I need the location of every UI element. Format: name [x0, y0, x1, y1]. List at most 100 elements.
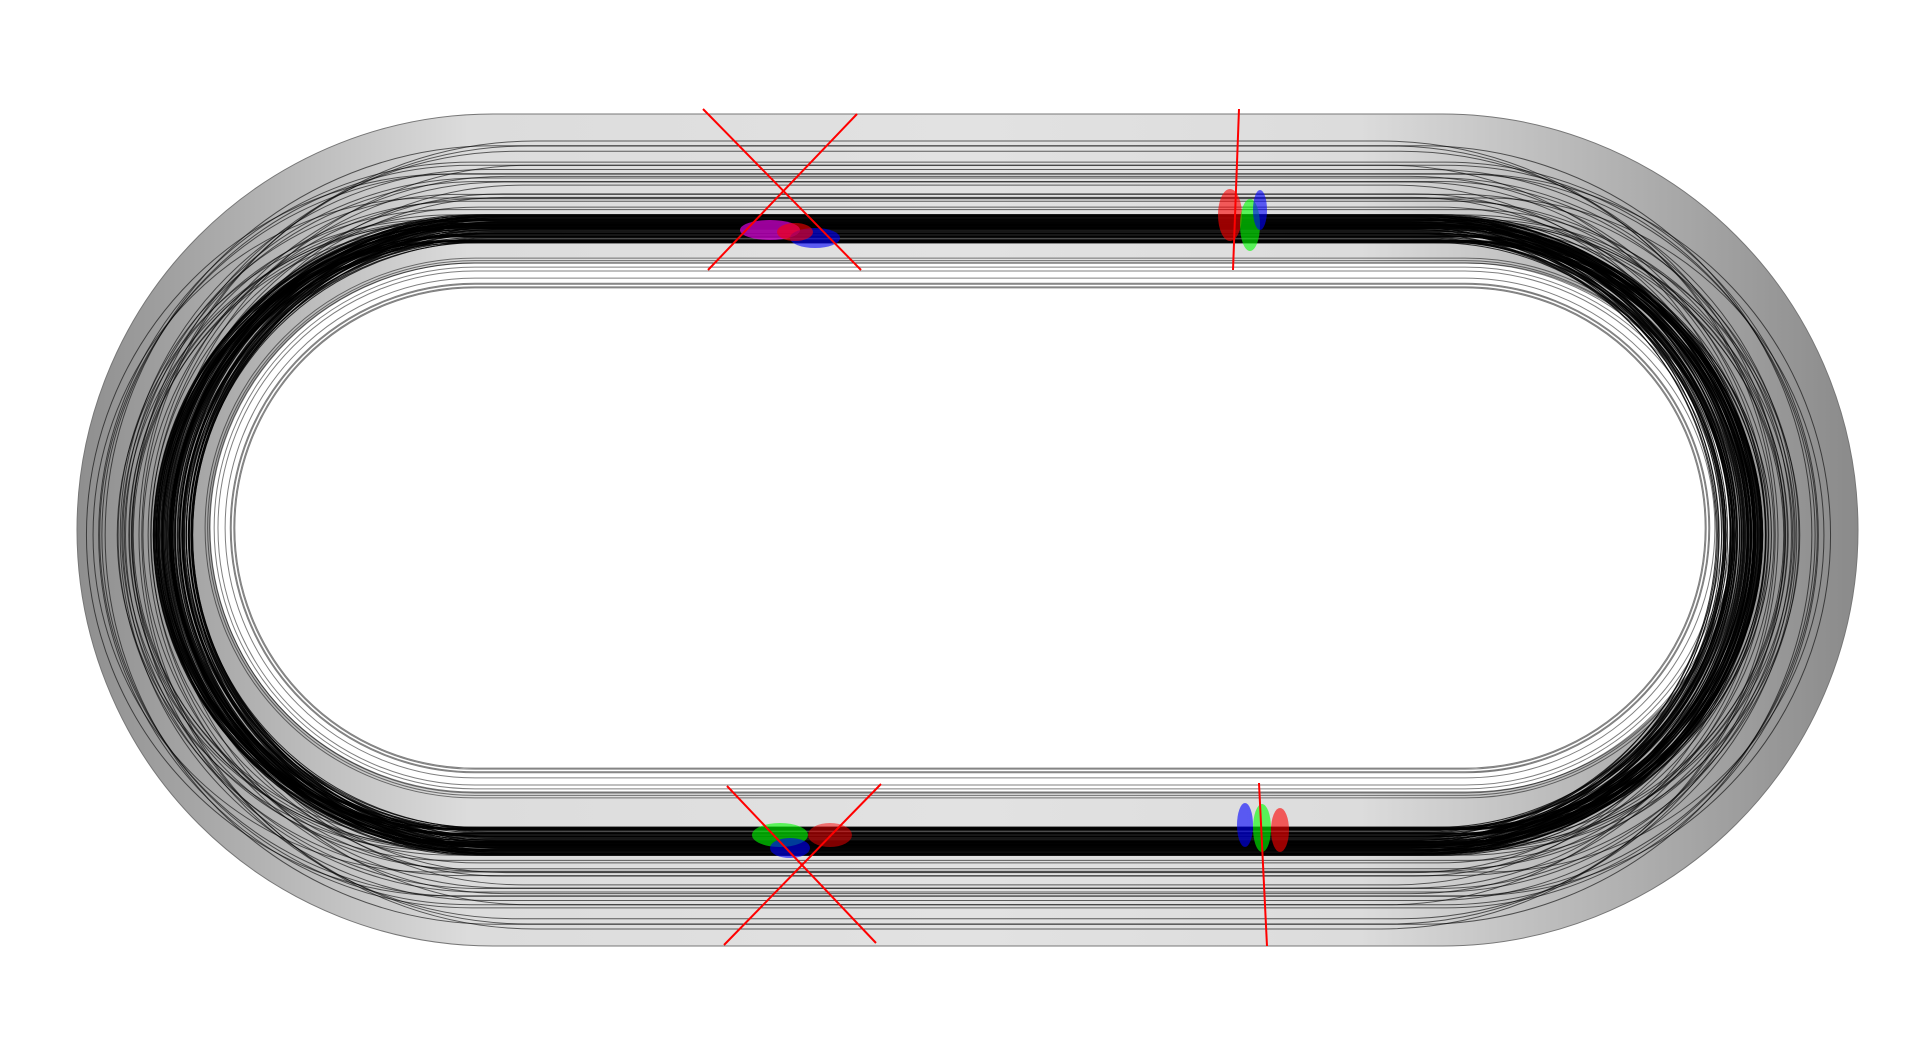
- trajectory: [165, 214, 1743, 856]
- trajectory: [169, 228, 1752, 842]
- trajectory: [182, 236, 1735, 834]
- trajectory: [192, 232, 1732, 838]
- trajectory: [178, 239, 1733, 831]
- trajectory: [156, 227, 1759, 843]
- trajectory: [190, 237, 1725, 833]
- trajectory: [176, 225, 1746, 845]
- trajectory: [119, 169, 1798, 901]
- trajectory: [150, 181, 1767, 889]
- marker-blob: [1253, 190, 1267, 230]
- marker-blob: [1218, 189, 1242, 241]
- trajectory: [154, 224, 1762, 846]
- trajectory: [170, 215, 1757, 855]
- trajectory: [174, 228, 1736, 842]
- trajectory: [154, 241, 1772, 829]
- trajectory: [163, 236, 1761, 834]
- trajectory: [122, 177, 1795, 893]
- trajectory: [161, 235, 1752, 835]
- trajectory: [170, 224, 1748, 846]
- trajectory: [229, 282, 1711, 774]
- trajectory: [190, 228, 1717, 842]
- trajectory: [170, 242, 1754, 828]
- trajectory: [166, 220, 1756, 850]
- trajectory: [179, 218, 1732, 852]
- trajectory: [104, 145, 1813, 925]
- trajectory: [172, 184, 1745, 886]
- trajectory: [121, 209, 1796, 861]
- trajectory: [182, 232, 1736, 838]
- trajectory: [190, 223, 1726, 847]
- trajectory: [117, 193, 1800, 877]
- gate-line: [1232, 108, 1240, 271]
- trajectory: [161, 222, 1762, 848]
- trajectory: [168, 219, 1753, 851]
- trajectory: [217, 270, 1723, 786]
- marker-blob: [1271, 808, 1289, 852]
- trajectory: [152, 236, 1764, 834]
- gates: [702, 108, 1268, 947]
- trajectory: [157, 240, 1763, 830]
- trajectory: [128, 220, 1789, 850]
- trajectory: [181, 221, 1745, 849]
- trajectory: [162, 225, 1755, 845]
- trajectory: [155, 241, 1757, 829]
- trajectory: [191, 226, 1720, 844]
- trajectory: [157, 226, 1769, 844]
- trajectory: [141, 140, 1776, 930]
- trajectory: [170, 216, 1757, 854]
- trajectory: [153, 223, 1761, 847]
- trajectory: [129, 200, 1788, 870]
- trajectory: [188, 216, 1727, 854]
- trajectory: [160, 164, 1757, 906]
- marker-blob: [770, 838, 810, 858]
- trajectory: [213, 266, 1727, 790]
- trajectory: [142, 198, 1775, 872]
- trajectory: [192, 233, 1718, 837]
- trajectory: [179, 221, 1732, 849]
- trajectory: [152, 224, 1766, 846]
- trajectory: [162, 226, 1755, 844]
- trajectory: [132, 220, 1785, 850]
- trajectory: [168, 233, 1751, 837]
- trajectory: [185, 238, 1725, 832]
- trajectory: [188, 229, 1727, 841]
- trajectory: [174, 233, 1741, 837]
- trajectory: [158, 241, 1761, 829]
- marker-blob: [1237, 803, 1253, 847]
- trajectory: [161, 225, 1747, 845]
- marker-blob: [777, 223, 813, 241]
- gate-line: [707, 113, 858, 271]
- trajectory: [170, 239, 1752, 831]
- gate-line: [723, 783, 882, 946]
- trajectory: [170, 239, 1748, 831]
- trajectory: [181, 231, 1745, 839]
- trajectory: [188, 231, 1727, 839]
- trajectory: [178, 217, 1733, 853]
- trajectory: [131, 228, 1786, 842]
- trajectory: [173, 222, 1734, 848]
- trajectory: [123, 223, 1794, 847]
- trajectory: [147, 175, 1770, 895]
- trajectory: [153, 229, 1759, 841]
- trajectory: [182, 223, 1744, 847]
- trajectory: [172, 240, 1749, 830]
- trajectory: [224, 277, 1716, 779]
- trajectory: [183, 240, 1734, 830]
- trajectory: [174, 223, 1736, 847]
- trajectory: [234, 287, 1706, 769]
- trajectory: [98, 161, 1819, 909]
- trajectory: [167, 196, 1750, 874]
- trajectory: [185, 218, 1723, 852]
- trajectory: [168, 222, 1754, 848]
- trajectory: [204, 257, 1736, 799]
- trajectory: [233, 286, 1707, 770]
- trajectory: [161, 225, 1760, 845]
- trajectory: [164, 215, 1753, 855]
- trajectory: [160, 226, 1758, 844]
- trajectory: [172, 226, 1752, 844]
- trajectory: [92, 197, 1825, 873]
- trajectory: [155, 239, 1764, 831]
- trajectory: [188, 221, 1720, 849]
